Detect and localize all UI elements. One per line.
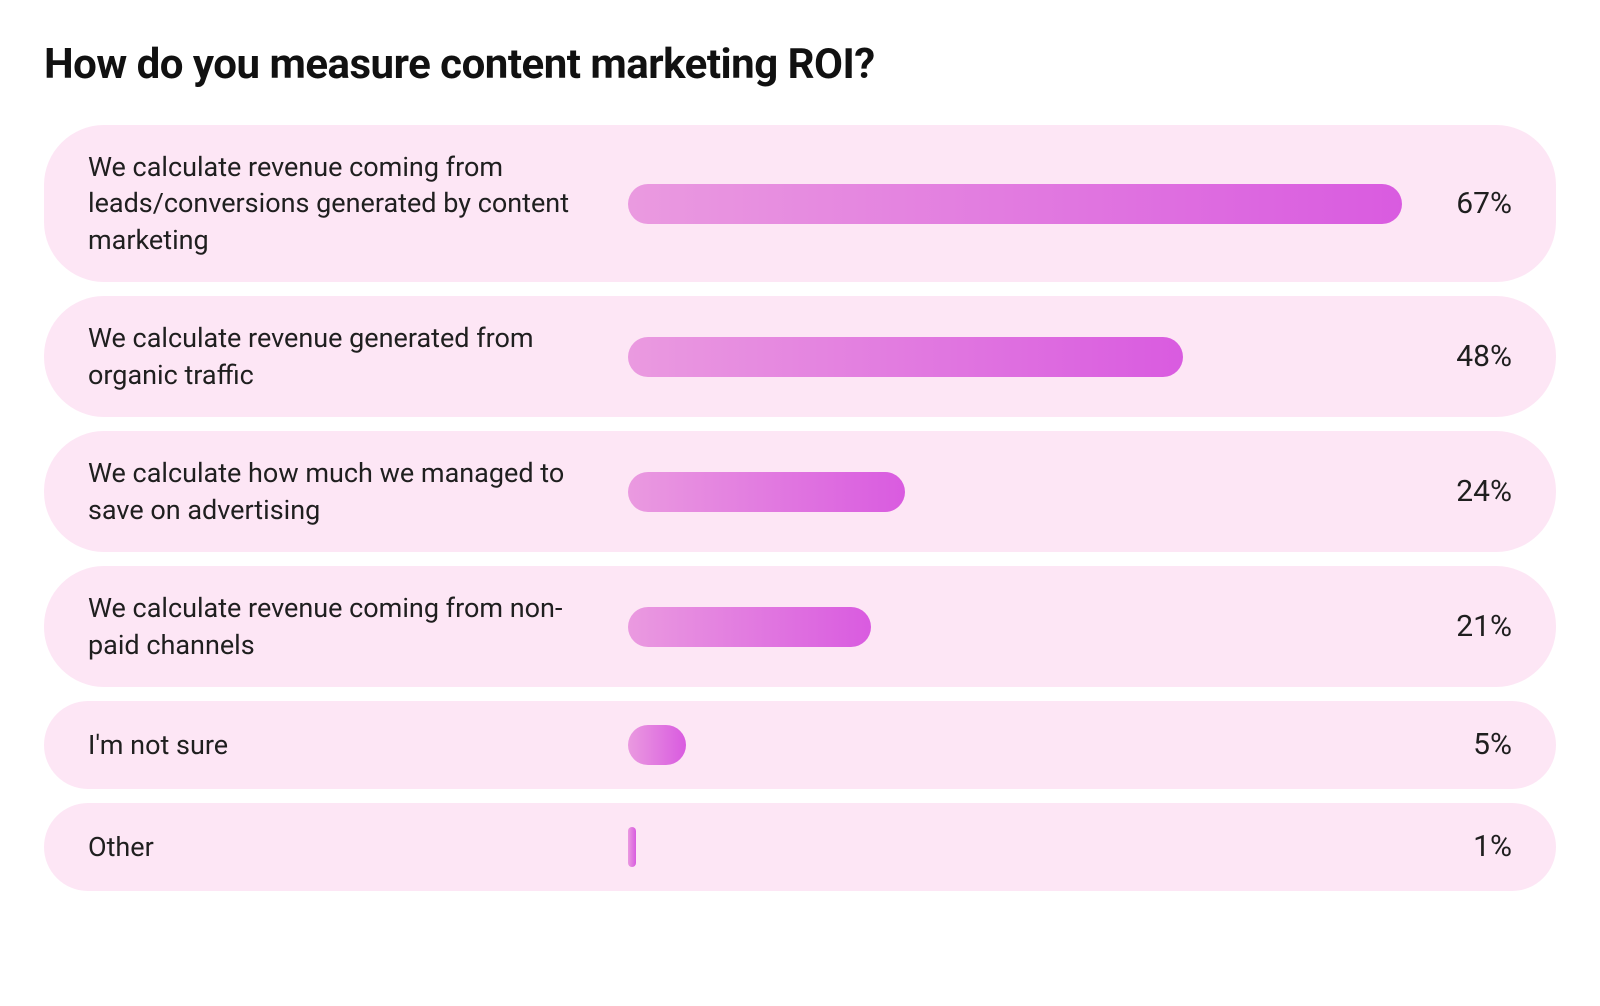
row-percent: 48%	[1402, 339, 1512, 374]
bar-track	[628, 827, 1402, 867]
chart-row: We calculate revenue coming from leads/c…	[44, 125, 1556, 282]
row-percent: 24%	[1402, 474, 1512, 509]
bar-track	[628, 337, 1402, 377]
chart-row: We calculate revenue generated from orga…	[44, 296, 1556, 417]
bar-track	[628, 472, 1402, 512]
chart-rows: We calculate revenue coming from leads/c…	[44, 125, 1556, 891]
row-label: We calculate revenue coming from non-pai…	[88, 590, 628, 663]
bar-fill	[628, 184, 1402, 224]
row-percent: 67%	[1402, 186, 1512, 221]
bar-fill	[628, 472, 905, 512]
bar-fill	[628, 337, 1183, 377]
chart-title: How do you measure content marketing ROI…	[44, 40, 1556, 89]
chart-row: We calculate revenue coming from non-pai…	[44, 566, 1556, 687]
row-label: I'm not sure	[88, 727, 628, 763]
row-label: We calculate revenue coming from leads/c…	[88, 149, 628, 258]
chart-row: Other 1%	[44, 803, 1556, 891]
bar-fill	[628, 827, 636, 867]
row-label: We calculate revenue generated from orga…	[88, 320, 628, 393]
bar-fill	[628, 725, 686, 765]
row-label: We calculate how much we managed to save…	[88, 455, 628, 528]
chart-row: I'm not sure 5%	[44, 701, 1556, 789]
row-percent: 1%	[1402, 829, 1512, 864]
row-label: Other	[88, 829, 628, 865]
bar-fill	[628, 607, 871, 647]
row-percent: 5%	[1402, 727, 1512, 762]
bar-track	[628, 184, 1402, 224]
row-percent: 21%	[1402, 609, 1512, 644]
chart-row: We calculate how much we managed to save…	[44, 431, 1556, 552]
bar-track	[628, 607, 1402, 647]
bar-track	[628, 725, 1402, 765]
